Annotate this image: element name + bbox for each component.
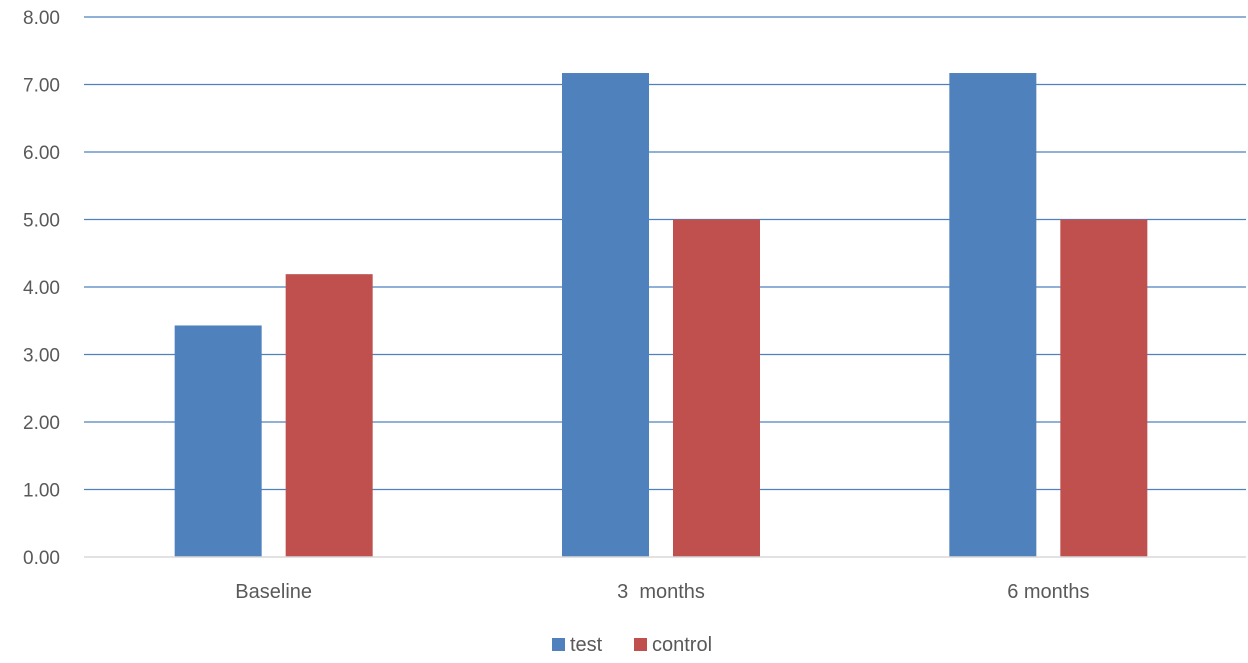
bar-control bbox=[285, 274, 373, 557]
legend-label-test: test bbox=[570, 634, 603, 656]
gridlines bbox=[84, 16, 1246, 491]
legend-label-control: control bbox=[652, 634, 712, 656]
y-tick-label: 7.00 bbox=[23, 76, 60, 97]
legend-swatch-test bbox=[552, 638, 565, 651]
y-tick-label: 4.00 bbox=[23, 278, 60, 299]
y-tick-label: 1.00 bbox=[23, 481, 60, 502]
x-tick-label: Baseline bbox=[235, 581, 312, 603]
y-tick-label: 0.00 bbox=[23, 548, 60, 569]
y-axis: 0.00 1.00 2.00 3.00 4.00 5.00 6.00 7.00 8.00 bbox=[23, 8, 60, 569]
x-tick-label: 6 months bbox=[1007, 581, 1089, 603]
bar-control bbox=[1060, 219, 1148, 557]
legend: test control bbox=[552, 634, 712, 656]
bar-test bbox=[562, 73, 649, 558]
x-tick-label: 3 months bbox=[617, 581, 705, 603]
y-tick-label: 3.00 bbox=[23, 346, 60, 367]
y-tick-label: 5.00 bbox=[23, 211, 60, 232]
bar-test bbox=[174, 325, 262, 557]
y-tick-label: 8.00 bbox=[23, 8, 60, 29]
bar-control bbox=[673, 219, 760, 557]
legend-swatch-control bbox=[634, 638, 647, 651]
bar-test bbox=[949, 73, 1037, 558]
x-axis: Baseline 3 months 6 months bbox=[84, 556, 1246, 603]
bars bbox=[174, 73, 1148, 558]
y-tick-label: 2.00 bbox=[23, 413, 60, 434]
y-tick-label: 6.00 bbox=[23, 143, 60, 164]
